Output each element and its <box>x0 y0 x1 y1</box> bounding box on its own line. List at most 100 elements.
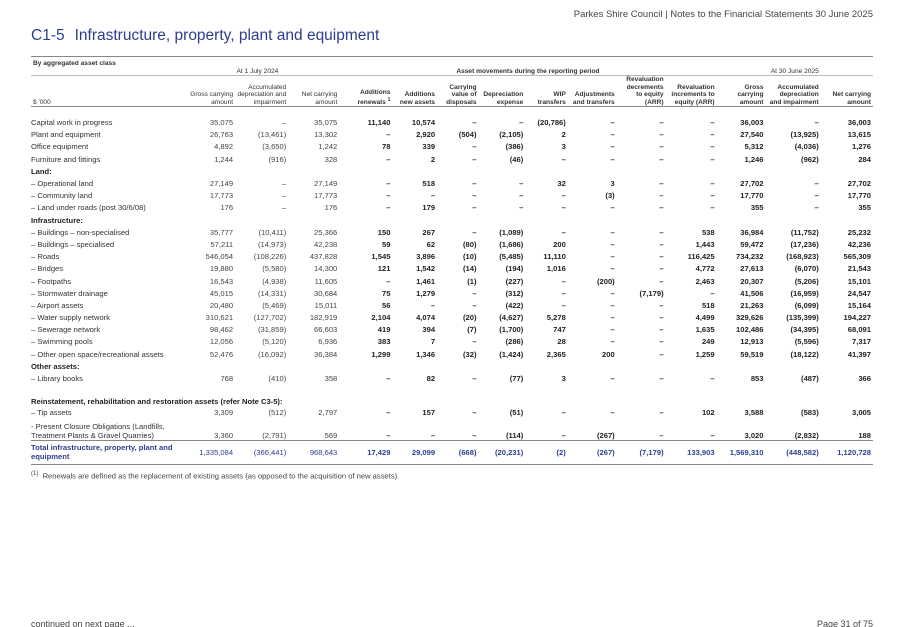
cell-value: 59,519 <box>740 349 764 359</box>
cell-value: 768 <box>220 374 234 383</box>
cell-value: 200 <box>553 239 566 249</box>
cell-value: 41,397 <box>847 349 871 359</box>
row-label: – Sewerage network <box>31 325 101 335</box>
cell-value: 7,317 <box>851 337 871 347</box>
cell-value: 17,773 <box>314 191 338 201</box>
column-header: WIP transfers <box>525 75 568 108</box>
cell-value: (200) <box>596 276 615 286</box>
table-row: – Tip assets 3,309 (512) 2,797 – 157 – (51) – – – 1… <box>31 406 873 418</box>
column-header: Revaluation decrements to equity (ARR) <box>616 75 666 108</box>
cell-value: (13,461) <box>257 130 287 140</box>
cell-value: (114) <box>505 430 524 440</box>
cell-value: – <box>814 118 819 128</box>
cell-value: – <box>472 300 477 310</box>
cell-value: (14,331) <box>257 288 287 298</box>
row-label: – Buildings – specialised <box>31 239 115 249</box>
cell-value: (20,786) <box>537 118 566 128</box>
cell-value: (16,959) <box>790 288 819 298</box>
row-label: – Footpaths <box>31 276 72 286</box>
cell-value: 59 <box>381 239 391 249</box>
column-header: Net carrying amount <box>288 75 340 108</box>
cell-value: (16,092) <box>257 349 287 359</box>
cell-value: 3,896 <box>416 252 436 262</box>
row-label: – Community land <box>31 191 93 201</box>
row-label: - Present Closure Obligations (Landfills… <box>31 421 165 440</box>
cell-value: (4,938) <box>262 276 287 286</box>
cell-value: – <box>519 179 524 188</box>
cell-value: (7,179) <box>616 439 666 465</box>
cell-value: (1,089) <box>499 227 524 237</box>
row-label: – Stormwater drainage <box>31 288 108 298</box>
cell-value: (3) <box>605 191 615 201</box>
cell-value: 35,075 <box>209 118 234 128</box>
group-header-closing: At 30 June 2025 <box>716 56 873 76</box>
cell-value: 383 <box>377 337 391 347</box>
cell-value: – <box>659 325 664 335</box>
cell-value: (20) <box>463 313 477 323</box>
cell-value: 5,312 <box>744 142 764 152</box>
column-header: Carrying value of disposals <box>437 75 479 108</box>
cell-value: – <box>659 300 664 310</box>
continued-label: continued on next page ... <box>31 619 135 627</box>
cell-value: 4,892 <box>214 142 234 152</box>
cell-value: – <box>610 337 615 347</box>
cell-value: 15,164 <box>847 300 871 310</box>
cell-value: – <box>710 179 715 188</box>
column-header: Net carrying amount <box>820 75 873 108</box>
cell-value: (32) <box>463 349 477 359</box>
table-row: – Community land 17,773 – 17,773 – – – – – (3) – – 1… <box>31 189 873 201</box>
cell-value: – <box>561 227 566 237</box>
table-row: – Footpaths 16,543 (4,938) 11,605 – 1,461 (1) (… <box>31 274 873 286</box>
cell-value: 329,626 <box>736 313 764 323</box>
cell-value: (3,650) <box>262 142 287 152</box>
cell-value: 15,011 <box>314 300 338 310</box>
footnote: (1) Renewals are defined as the replacem… <box>31 471 399 481</box>
cell-value: – <box>282 203 287 213</box>
cell-value: 3 <box>561 142 566 152</box>
cell-value: 30,684 <box>314 288 338 298</box>
column-header: Revaluation increments to equity (ARR) <box>665 75 717 108</box>
cell-value: 121 <box>377 264 391 274</box>
cell-value: 419 <box>377 325 391 335</box>
cell-value: 1,246 <box>744 154 764 164</box>
cell-value: 2,797 <box>318 408 338 418</box>
row-label: – Roads <box>31 252 60 262</box>
table-row: – Stormwater drainage 45,015 (14,331) 30,68… <box>31 287 873 299</box>
row-label: Land: <box>31 166 52 176</box>
cell-value: (51) <box>509 408 524 418</box>
cell-value: – <box>659 142 664 152</box>
cell-value: 15,101 <box>847 276 871 286</box>
cell-value: – <box>282 191 287 201</box>
cell-value: (5,485) <box>499 252 524 262</box>
cell-value: 36,384 <box>314 349 338 359</box>
cell-value: 5,278 <box>546 313 566 323</box>
cell-value: 17,773 <box>209 191 234 201</box>
cell-value: 17,770 <box>740 191 764 201</box>
cell-value: 57,211 <box>210 239 234 249</box>
cell-value: 75 <box>381 288 391 298</box>
cell-value: 176 <box>324 203 338 213</box>
cell-value: – <box>710 288 715 298</box>
cell-value: – <box>472 374 477 383</box>
row-label: Other assets: <box>31 361 80 371</box>
table-row: Total infrastructure, property, plant an… <box>31 439 873 465</box>
cell-value: (77) <box>509 374 524 383</box>
cell-value: – <box>814 203 819 213</box>
cell-value: 98,462 <box>209 325 234 335</box>
table-row: Land: <box>31 165 873 177</box>
row-label: – Tip assets <box>31 408 72 418</box>
table-row: Capital work in progress 35,075 – 35,075 11,… <box>31 116 873 128</box>
cell-value: 4,772 <box>695 264 715 274</box>
cell-value: – <box>659 252 664 262</box>
cell-value: 20,307 <box>740 276 764 286</box>
cell-value: – <box>610 203 615 213</box>
cell-value: – <box>659 239 664 249</box>
cell-value: 25,366 <box>314 227 338 237</box>
cell-value: 21,543 <box>847 264 871 274</box>
cell-value: – <box>710 118 715 128</box>
cell-value: 3 <box>610 179 615 188</box>
cell-value: 10,574 <box>411 118 436 128</box>
section-title: C1-5 Infrastructure, property, plant and … <box>31 27 379 45</box>
cell-value: 518 <box>701 300 715 310</box>
cell-value: (487) <box>801 374 819 383</box>
